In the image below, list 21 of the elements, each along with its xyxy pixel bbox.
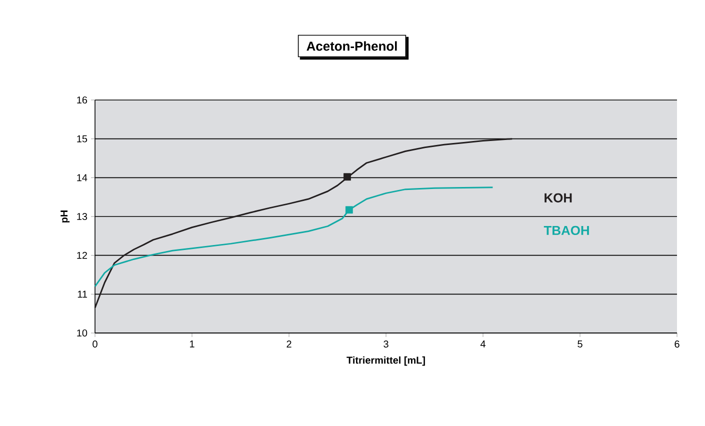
- chart-title: Aceton-Phenol: [306, 41, 397, 51]
- y-tick-label: 11: [78, 290, 88, 298]
- y-tick-label: 15: [77, 135, 88, 142]
- y-tick-label: 13: [77, 212, 88, 220]
- x-tick-label: 5: [578, 340, 582, 348]
- x-tick-label: 3: [384, 340, 388, 348]
- line-series: [94, 138, 513, 309]
- y-tick-label: 16: [77, 96, 88, 104]
- x-tick-label: 6: [674, 340, 680, 348]
- text: KOH: [544, 193, 572, 202]
- y-tick-label: 12: [77, 252, 87, 259]
- y-axis-title: pH: [60, 210, 70, 222]
- y-tick-label: 14: [77, 174, 88, 182]
- x-tick-label: 4: [480, 340, 486, 348]
- x-tick-label: 1: [190, 340, 194, 348]
- line-series: [94, 186, 494, 288]
- y-tick-label: 10: [77, 329, 88, 337]
- x-axis-title: Titriermittel [mL]: [346, 356, 425, 366]
- x-tick-label: 0: [92, 340, 98, 348]
- text: TBAOH: [544, 226, 589, 236]
- x-tick-label: 2: [286, 340, 292, 348]
